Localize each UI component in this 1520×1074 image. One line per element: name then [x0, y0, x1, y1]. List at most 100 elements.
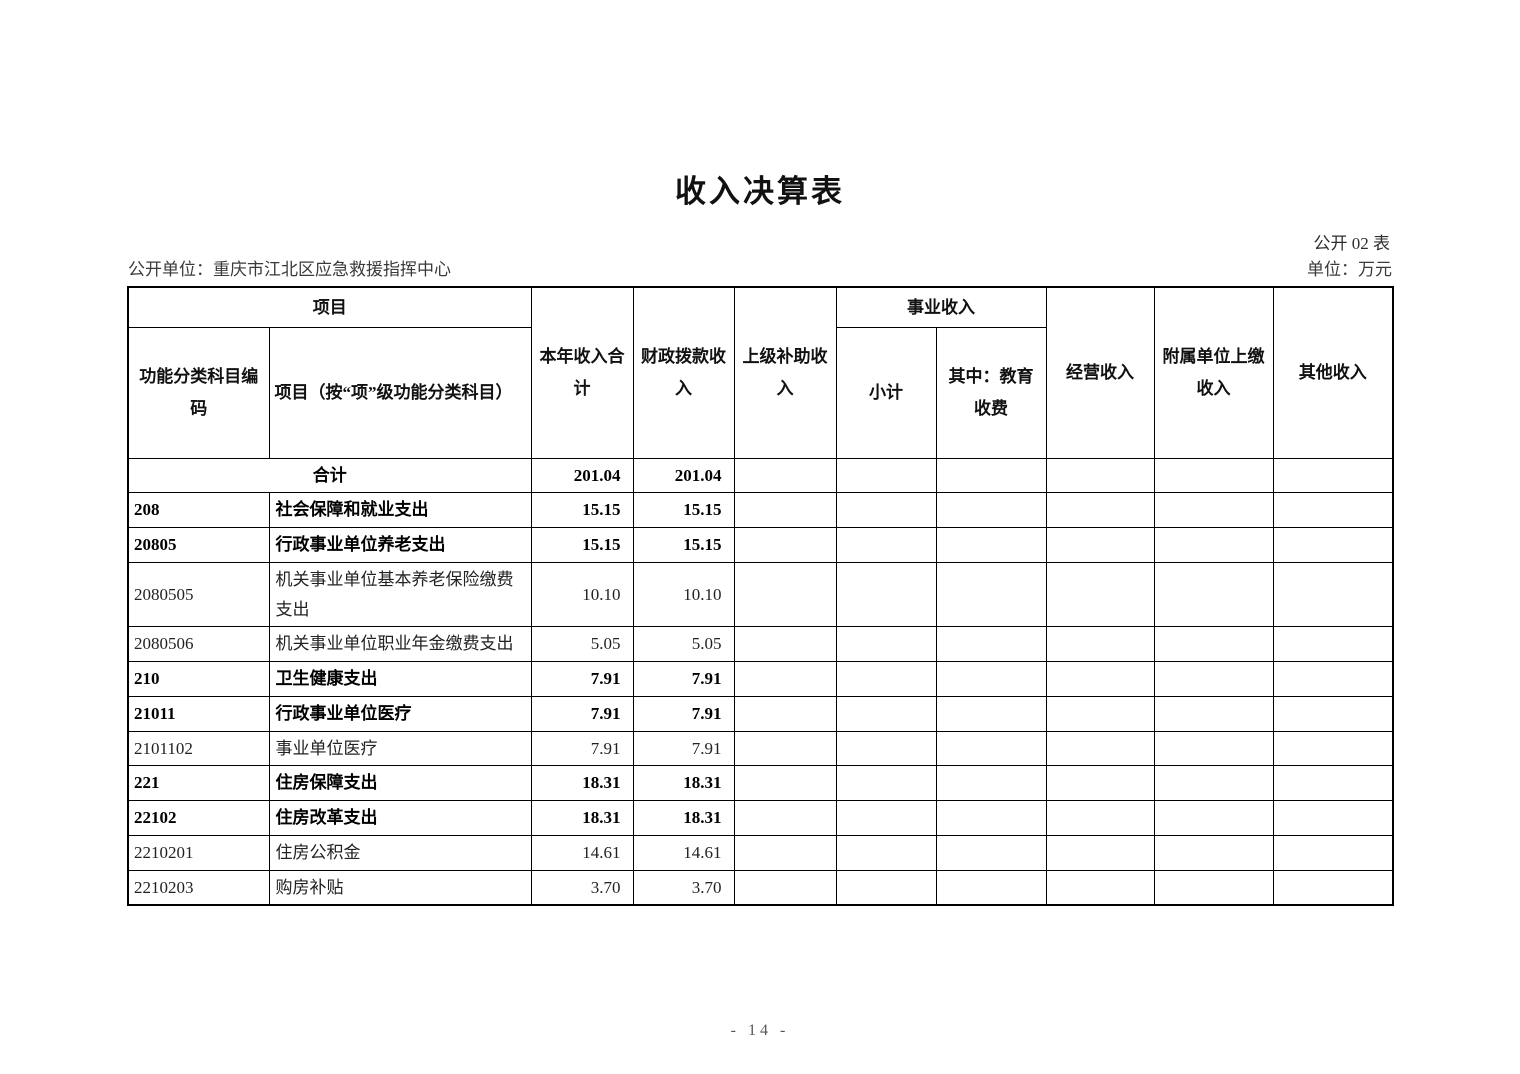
row-subtotal — [835, 561, 937, 628]
row-education-fee — [935, 695, 1047, 732]
table-body: 合计 201.04 201.04 208 社会保障和就业支出 15.15 15.15 2080… — [127, 457, 1394, 906]
row-fiscal-income: 15.15 — [632, 492, 735, 528]
row-operating-income — [1045, 730, 1155, 767]
row-operating-income — [1045, 695, 1155, 732]
table-row: 2210203 购房补贴 3.70 3.70 — [127, 869, 1394, 906]
row-affiliated-income — [1153, 834, 1274, 871]
row-affiliated-income — [1153, 492, 1274, 528]
row-affiliated-income — [1153, 527, 1274, 563]
row-function-code: 208 — [127, 492, 270, 528]
row-superior-subsidy — [733, 765, 837, 801]
row-function-code: 210 — [127, 661, 270, 697]
row-affiliated-income — [1153, 457, 1274, 494]
row-operating-income — [1045, 765, 1155, 801]
header-operating-income: 经营收入 — [1045, 286, 1155, 459]
row-subtotal — [835, 626, 937, 662]
row-project-name: 住房公积金 — [268, 834, 532, 871]
page-number: - 14 - — [730, 1022, 790, 1039]
row-other-income — [1272, 492, 1394, 528]
row-function-code: 21011 — [127, 695, 270, 732]
header-fiscal-appropriation-income: 财政拨款收入 — [632, 286, 735, 459]
row-total-income: 201.04 — [530, 457, 634, 494]
row-total-income: 5.05 — [530, 626, 634, 662]
row-fiscal-income: 10.10 — [632, 561, 735, 628]
row-operating-income — [1045, 869, 1155, 906]
row-other-income — [1272, 457, 1394, 494]
header-other-income: 其他收入 — [1272, 286, 1394, 459]
row-subtotal — [835, 457, 937, 494]
row-affiliated-income — [1153, 626, 1274, 662]
row-education-fee — [935, 527, 1047, 563]
table-row: 210 卫生健康支出 7.91 7.91 — [127, 661, 1394, 697]
row-subtotal — [835, 527, 937, 563]
header-business-income-group: 事业收入 — [835, 286, 1047, 328]
row-superior-subsidy — [733, 626, 837, 662]
row-project-name: 事业单位医疗 — [268, 730, 532, 767]
row-education-fee — [935, 626, 1047, 662]
row-fiscal-income: 201.04 — [632, 457, 735, 494]
row-function-code: 2080506 — [127, 626, 270, 662]
table-row: 合计 201.04 201.04 — [127, 457, 1394, 494]
row-function-code: 2210201 — [127, 834, 270, 871]
income-final-accounts-table: 项目 本年收入合计 财政拨款收入 上级补助收入 事业收入 经营收入 附属单位上缴… — [127, 286, 1394, 907]
row-fiscal-income: 7.91 — [632, 695, 735, 732]
row-total-income: 7.91 — [530, 730, 634, 767]
table-number-label: 公开 02 表 — [1313, 234, 1391, 253]
row-affiliated-income — [1153, 561, 1274, 628]
row-project-name: 卫生健康支出 — [268, 661, 532, 697]
row-affiliated-income — [1153, 765, 1274, 801]
row-superior-subsidy — [733, 527, 837, 563]
row-function-code: 2080505 — [127, 561, 270, 628]
row-project-name: 购房补贴 — [268, 869, 532, 906]
row-grand-total-label: 合计 — [127, 457, 532, 494]
table-row: 20805 行政事业单位养老支出 15.15 15.15 — [127, 527, 1394, 563]
row-operating-income — [1045, 834, 1155, 871]
row-fiscal-income: 5.05 — [632, 626, 735, 662]
row-education-fee — [935, 661, 1047, 697]
row-operating-income — [1045, 800, 1155, 836]
row-superior-subsidy — [733, 695, 837, 732]
row-subtotal — [835, 765, 937, 801]
table-row: 2080506 机关事业单位职业年金缴费支出 5.05 5.05 — [127, 626, 1394, 662]
row-superior-subsidy — [733, 492, 837, 528]
row-function-code: 2210203 — [127, 869, 270, 906]
row-function-code: 20805 — [127, 527, 270, 563]
row-total-income: 3.70 — [530, 869, 634, 906]
row-total-income: 14.61 — [530, 834, 634, 871]
row-fiscal-income: 15.15 — [632, 527, 735, 563]
row-subtotal — [835, 869, 937, 906]
row-operating-income — [1045, 527, 1155, 563]
row-other-income — [1272, 765, 1394, 801]
row-operating-income — [1045, 457, 1155, 494]
row-operating-income — [1045, 492, 1155, 528]
row-superior-subsidy — [733, 800, 837, 836]
row-other-income — [1272, 800, 1394, 836]
unit-of-measure-label: 单位：万元 — [1307, 260, 1392, 279]
table-row: 2101102 事业单位医疗 7.91 7.91 — [127, 730, 1394, 767]
row-fiscal-income: 3.70 — [632, 869, 735, 906]
row-function-code: 221 — [127, 765, 270, 801]
row-education-fee — [935, 869, 1047, 906]
row-education-fee — [935, 561, 1047, 628]
row-affiliated-income — [1153, 800, 1274, 836]
row-function-code: 22102 — [127, 800, 270, 836]
row-superior-subsidy — [733, 561, 837, 628]
meta-row: 公开单位：重庆市江北区应急救援指挥中心 单位：万元 — [128, 255, 1392, 280]
row-superior-subsidy — [733, 869, 837, 906]
row-project-name: 机关事业单位职业年金缴费支出 — [268, 626, 532, 662]
row-project-name: 机关事业单位基本养老保险缴费支出 — [268, 561, 532, 628]
header-total-income: 本年收入合计 — [530, 286, 634, 459]
header-project-group: 项目 — [127, 286, 532, 328]
row-other-income — [1272, 527, 1394, 563]
row-other-income — [1272, 834, 1394, 871]
row-other-income — [1272, 561, 1394, 628]
row-subtotal — [835, 492, 937, 528]
row-fiscal-income: 7.91 — [632, 661, 735, 697]
row-total-income: 15.15 — [530, 492, 634, 528]
disclosing-unit-label: 公开单位：重庆市江北区应急救援指挥中心 — [128, 260, 451, 279]
row-subtotal — [835, 834, 937, 871]
row-operating-income — [1045, 626, 1155, 662]
row-total-income: 18.31 — [530, 800, 634, 836]
row-total-income: 15.15 — [530, 527, 634, 563]
